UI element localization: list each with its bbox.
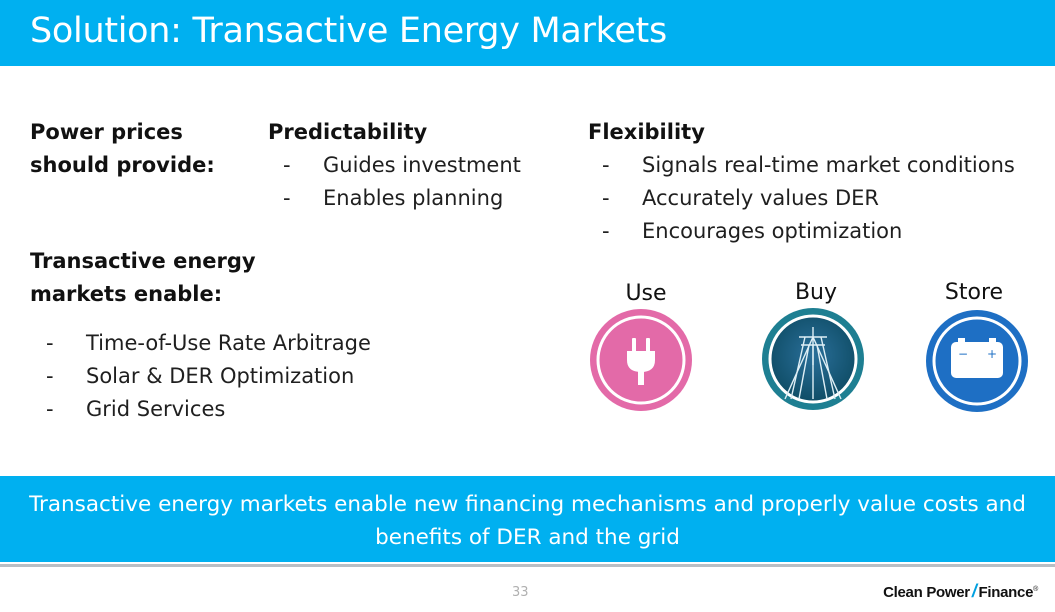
list-item: - Encourages optimization <box>602 215 1042 248</box>
title-bar: Solution: Transactive Energy Markets <box>0 0 1055 66</box>
list-item: - Grid Services <box>46 393 446 426</box>
list-item: - Guides investment <box>283 149 543 182</box>
brand-part2: Finance <box>978 584 1034 601</box>
store-label: Store <box>944 280 1004 305</box>
brand-logo: Clean Power / Finance® <box>883 581 1038 602</box>
flexibility-item: Signals real-time market conditions <box>642 153 1015 177</box>
plug-icon <box>589 308 693 412</box>
bullet-dash: - <box>46 331 54 355</box>
markets-enable-line2: markets enable: <box>30 282 223 306</box>
list-item: - Accurately values DER <box>602 182 1042 215</box>
battery-icon: − + <box>925 309 1029 413</box>
bullet-dash: - <box>283 153 291 177</box>
bullet-dash: - <box>602 186 610 210</box>
brand-part1: Clean Power <box>883 584 970 601</box>
slide-title: Solution: Transactive Energy Markets <box>30 11 667 51</box>
bullet-dash: - <box>46 364 54 388</box>
bullet-dash: - <box>46 397 54 421</box>
predictability-list: - Guides investment - Enables planning <box>283 149 543 215</box>
markets-enable-line1: Transactive energy <box>30 249 256 273</box>
power-prices-line2: should provide: <box>30 153 215 177</box>
battery-minus: − <box>958 347 968 361</box>
flexibility-list: - Signals real-time market conditions - Ac… <box>602 149 1042 248</box>
summary-line2: benefits of DER and the grid <box>375 525 680 550</box>
predictability-heading: Predictability <box>268 120 428 144</box>
list-item: - Enables planning <box>283 182 543 215</box>
footer-divider <box>0 564 1055 567</box>
predictability-item: Guides investment <box>323 153 521 177</box>
flexibility-item: Encourages optimization <box>642 219 903 243</box>
power-prices-label: Power prices should provide: <box>30 116 215 182</box>
predictability-item: Enables planning <box>323 186 504 210</box>
buy-label: Buy <box>794 280 838 305</box>
flexibility-item: Accurately values DER <box>642 186 879 210</box>
bullet-dash: - <box>602 153 610 177</box>
markets-enable-list: - Time-of-Use Rate Arbitrage - Solar & DER… <box>46 327 446 426</box>
power-line-icon <box>761 307 865 411</box>
list-item: - Solar & DER Optimization <box>46 360 446 393</box>
battery-plus: + <box>987 347 997 361</box>
brand-reg: ® <box>1033 586 1038 593</box>
use-label: Use <box>625 281 667 306</box>
flexibility-heading: Flexibility <box>588 120 705 144</box>
list-item: - Time-of-Use Rate Arbitrage <box>46 327 446 360</box>
bullet-dash: - <box>602 219 610 243</box>
summary-line1: Transactive energy markets enable new fi… <box>29 492 1026 517</box>
list-item: - Signals real-time market conditions <box>602 149 1042 182</box>
brand-slash: / <box>971 581 977 601</box>
markets-enable-item: Time-of-Use Rate Arbitrage <box>86 331 371 355</box>
markets-enable-item: Solar & DER Optimization <box>86 364 355 388</box>
markets-enable-item: Grid Services <box>86 397 226 421</box>
power-prices-line1: Power prices <box>30 120 183 144</box>
markets-enable-label: Transactive energy markets enable: <box>30 245 256 311</box>
bullet-dash: - <box>283 186 291 210</box>
summary-banner: Transactive energy markets enable new fi… <box>0 476 1055 562</box>
page-number: 33 <box>512 585 529 600</box>
